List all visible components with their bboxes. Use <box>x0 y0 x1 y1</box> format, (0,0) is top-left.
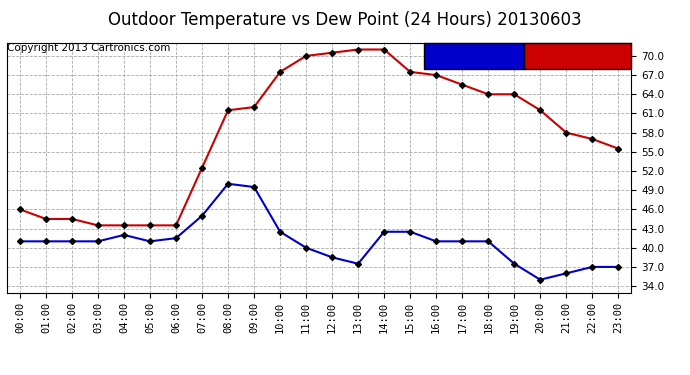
Text: Outdoor Temperature vs Dew Point (24 Hours) 20130603: Outdoor Temperature vs Dew Point (24 Hou… <box>108 11 582 29</box>
Text: Dew Point (°F): Dew Point (°F) <box>432 51 517 61</box>
Text: Temperature (°F): Temperature (°F) <box>527 51 629 61</box>
Text: Copyright 2013 Cartronics.com: Copyright 2013 Cartronics.com <box>7 43 170 53</box>
